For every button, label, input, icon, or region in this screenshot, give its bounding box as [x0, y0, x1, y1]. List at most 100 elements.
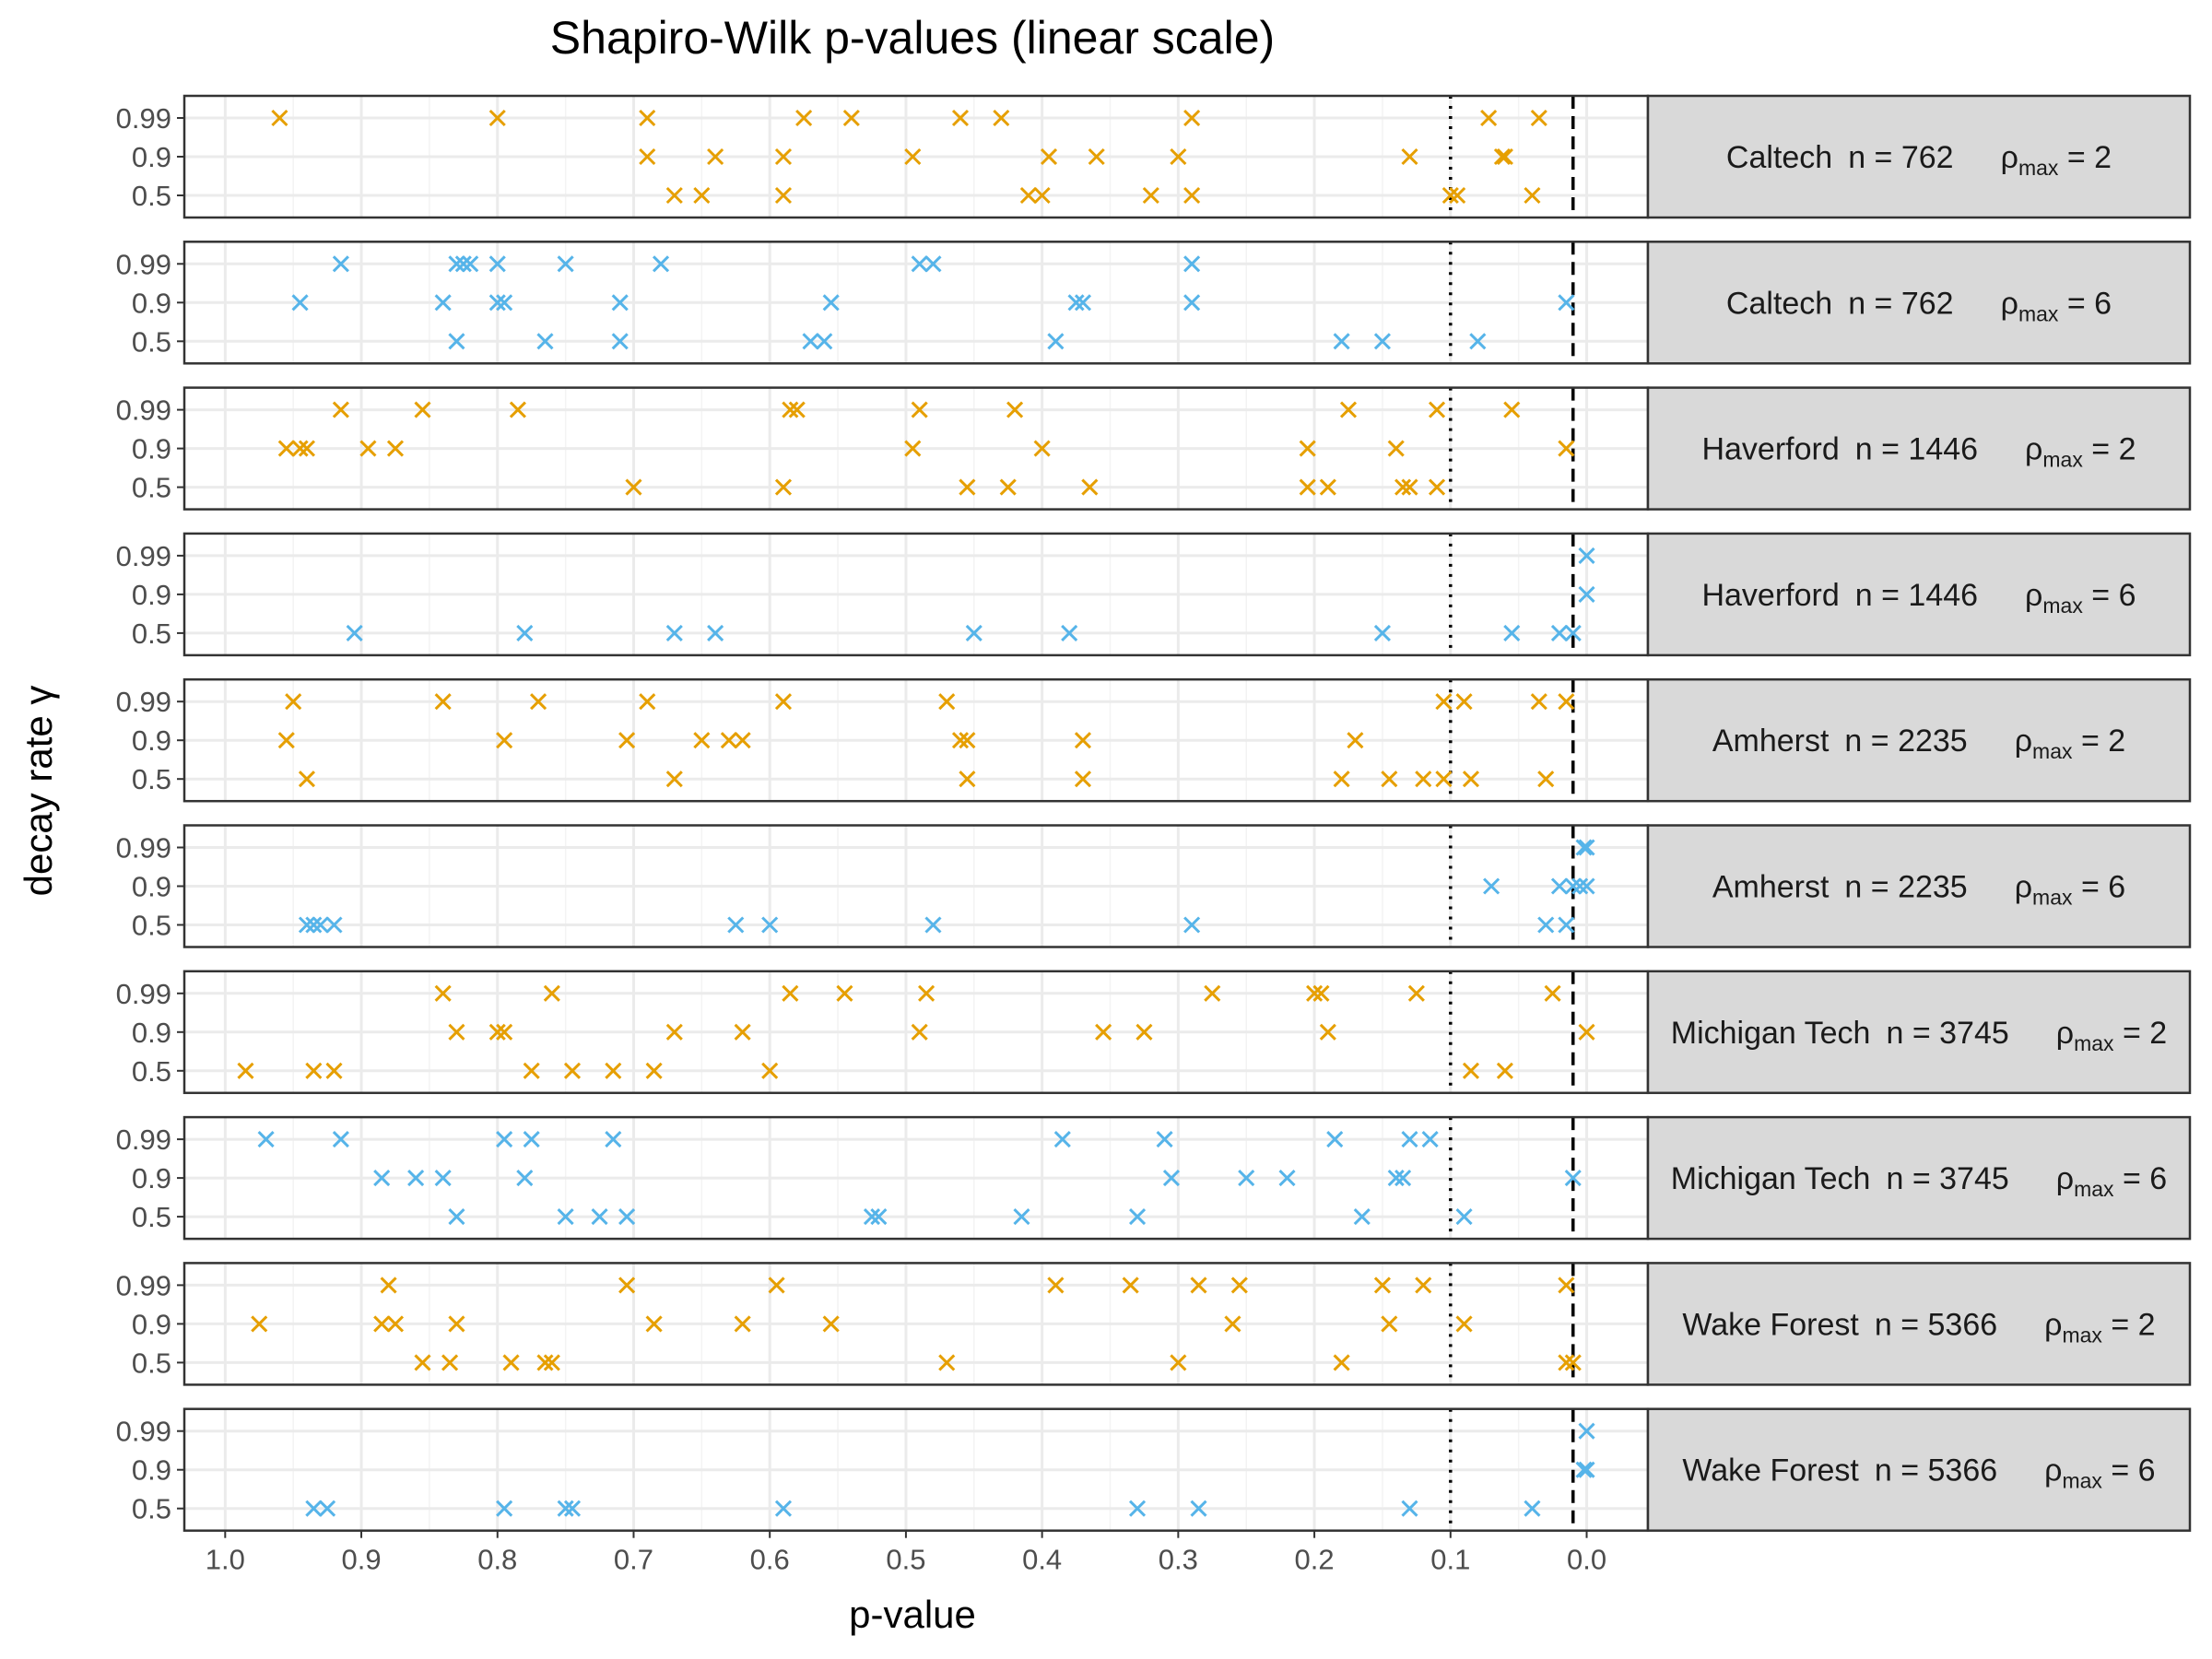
data-point — [1401, 147, 1418, 166]
data-point — [523, 1062, 540, 1079]
y-tick-label: 0.9 — [132, 1162, 171, 1194]
data-point — [1578, 585, 1595, 603]
data-point — [774, 186, 793, 205]
data-point — [1428, 401, 1446, 418]
data-point — [1013, 1208, 1030, 1226]
y-axis-title: decay rate γ — [17, 686, 60, 897]
x-axis: 1.0 0.9 0.8 0.7 0.6 0.5 0.4 0.3 0.2 0.1 0.0 — [206, 1530, 1606, 1576]
data-point — [1183, 916, 1201, 934]
x-tick-label: 0.6 — [750, 1544, 790, 1576]
data-point — [1183, 255, 1201, 273]
y-tick-label: 0.9 — [132, 579, 171, 611]
data-point — [496, 294, 513, 312]
data-point — [1558, 693, 1575, 711]
data-point — [911, 255, 928, 273]
data-point — [1558, 1277, 1575, 1294]
data-point — [1319, 1023, 1336, 1041]
data-point — [496, 1500, 513, 1517]
data-point — [1319, 478, 1336, 496]
y-tick-label: 0.5 — [132, 1347, 171, 1379]
data-point — [1537, 916, 1555, 934]
x-tick-label: 0.3 — [1159, 1544, 1198, 1576]
data-point — [959, 771, 976, 788]
data-point — [1483, 877, 1500, 895]
data-point — [1306, 984, 1324, 1002]
data-point — [516, 624, 534, 641]
data-point — [822, 294, 840, 312]
data-point — [319, 1500, 336, 1517]
data-point — [639, 693, 656, 711]
data-point — [386, 440, 405, 457]
data-point — [1040, 147, 1058, 166]
chart-title: Shapiro-Wilk p-values (linear scale) — [550, 12, 1275, 64]
data-point — [1578, 1422, 1595, 1440]
data-point — [325, 1062, 343, 1079]
data-point — [795, 109, 813, 127]
y-tick-label: 0.99 — [116, 1416, 171, 1448]
data-point — [1019, 186, 1037, 205]
facet-strip-label: Amherst n = 2235 ρmax = 2 — [1712, 724, 2125, 763]
data-point — [639, 147, 656, 166]
data-point — [1074, 771, 1092, 788]
x-tick-label: 0.4 — [1022, 1544, 1062, 1576]
data-point — [1183, 109, 1201, 127]
data-point — [816, 333, 833, 350]
data-point — [1047, 1277, 1065, 1294]
data-point — [1462, 771, 1480, 788]
data-point — [782, 984, 799, 1002]
y-tick-label: 0.9 — [132, 1308, 171, 1340]
data-point — [1156, 1131, 1173, 1148]
data-point — [563, 1500, 582, 1517]
facet-strip-label: Michigan Tech n = 3745 ρmax = 6 — [1671, 1161, 2167, 1201]
data-point — [1204, 984, 1221, 1002]
data-point — [707, 147, 724, 166]
facet-strip — [1646, 1407, 2192, 1532]
data-point — [618, 1277, 636, 1294]
data-point — [774, 1500, 793, 1517]
data-point — [822, 1315, 840, 1333]
data-point — [543, 984, 560, 1002]
data-point — [605, 1131, 622, 1148]
data-point — [1421, 1131, 1439, 1148]
data-point — [1575, 1461, 1593, 1478]
data-point — [1558, 1354, 1575, 1371]
y-tick-label: 0.99 — [116, 686, 171, 718]
data-point — [1503, 401, 1521, 418]
facet-strip — [1646, 241, 2192, 365]
data-point — [332, 401, 349, 418]
data-point — [563, 1062, 582, 1079]
data-point — [1449, 186, 1466, 205]
data-point — [1088, 147, 1105, 166]
data-point — [938, 693, 956, 711]
data-point — [536, 1354, 554, 1371]
data-point — [1480, 109, 1498, 127]
data-point — [924, 255, 942, 273]
data-point — [488, 255, 506, 273]
data-point — [237, 1062, 254, 1079]
y-tick-label: 0.5 — [132, 472, 171, 504]
data-point — [802, 333, 819, 350]
data-point — [1353, 1208, 1371, 1226]
data-point — [414, 401, 431, 418]
data-point — [1578, 1023, 1595, 1041]
data-point — [496, 1023, 513, 1041]
data-point — [496, 732, 513, 749]
data-point — [904, 440, 922, 457]
data-point — [305, 916, 323, 934]
data-point — [1006, 401, 1024, 418]
data-point — [1053, 1131, 1071, 1148]
data-point — [665, 1023, 683, 1041]
data-point — [1558, 916, 1575, 934]
data-point — [1224, 1315, 1241, 1333]
data-point — [1299, 440, 1316, 457]
data-point — [434, 693, 452, 711]
y-tick-label: 0.9 — [132, 1454, 171, 1487]
data-point — [1387, 440, 1405, 457]
data-point — [407, 1170, 425, 1187]
data-point — [414, 1354, 431, 1371]
data-point — [536, 333, 554, 350]
data-point — [1415, 1277, 1432, 1294]
data-point — [380, 1277, 397, 1294]
facet-panel: 0.5 0.9 0.99 Amherst n = 2235 ρmax = 6 — [116, 824, 2192, 948]
data-point — [285, 693, 302, 711]
